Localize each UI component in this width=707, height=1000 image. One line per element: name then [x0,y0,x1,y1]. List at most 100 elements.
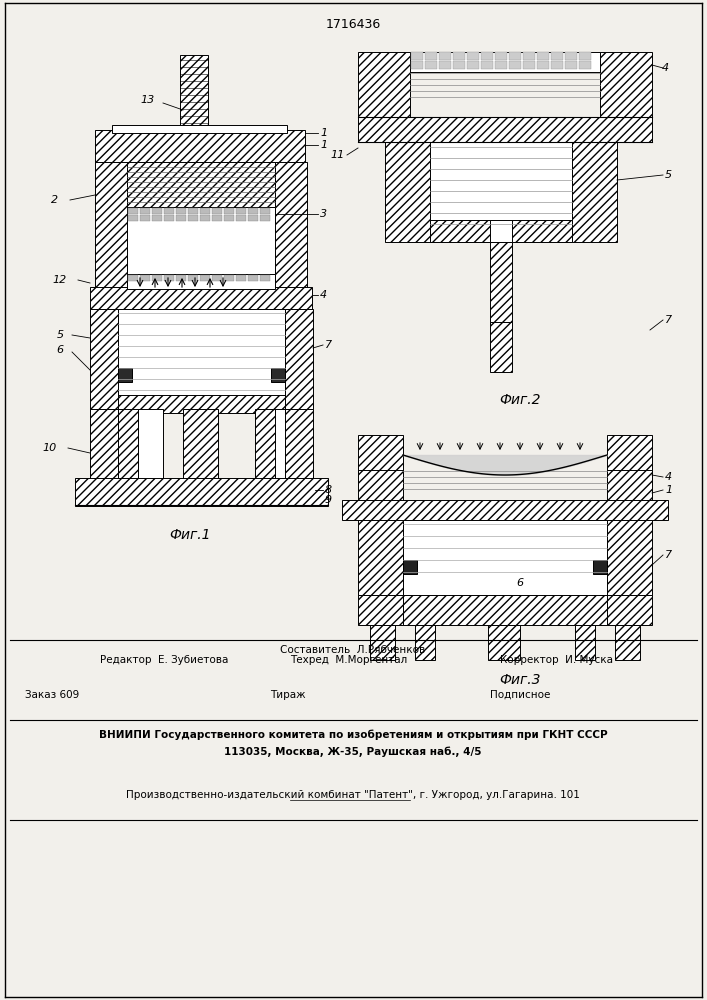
Bar [410,52,600,72]
Bar [509,61,521,69]
Text: 1716436: 1716436 [325,18,380,31]
Bar [285,409,313,479]
Text: Заказ 609: Заказ 609 [25,690,79,700]
Text: 5: 5 [57,330,64,340]
Text: 1: 1 [320,140,327,150]
Bar [212,275,222,281]
Bar [430,142,572,242]
Bar [565,61,577,69]
Bar [512,220,572,242]
Bar [430,220,572,242]
Bar [200,275,210,281]
Bar [537,61,549,69]
Bar [593,560,607,574]
Text: Фиг.3: Фиг.3 [499,673,541,687]
Bar [140,215,150,221]
Bar [600,52,652,117]
Text: Подписное: Подписное [490,690,550,700]
Bar [118,395,285,413]
Bar [490,322,512,372]
Bar [285,309,313,409]
Text: 7: 7 [665,315,672,325]
Bar [358,595,403,625]
Bar [411,61,423,69]
Text: 4: 4 [662,63,669,73]
Bar [495,52,507,60]
Text: Фиг.2: Фиг.2 [499,393,541,407]
Bar [152,275,162,281]
Bar [152,208,162,214]
Bar [128,215,138,221]
Bar [385,142,430,242]
Text: 12: 12 [53,275,67,285]
Bar [248,208,258,214]
Bar [188,275,198,281]
Bar [90,309,118,409]
Bar [370,625,395,660]
Bar [224,275,234,281]
Bar [275,409,285,479]
Bar [127,207,275,287]
Bar [224,208,234,214]
Bar [358,117,652,142]
Bar [575,625,595,660]
Bar [523,61,535,69]
Bar [607,435,652,485]
Text: ВНИИПИ Государственного комитета по изобретениям и открытиям при ГКНТ СССР: ВНИИПИ Государственного комитета по изоб… [99,730,607,740]
Bar [260,215,270,221]
Bar [551,61,563,69]
Text: 113035, Москва, Ж-35, Раушская наб., 4/5: 113035, Москва, Ж-35, Раушская наб., 4/5 [224,747,481,757]
Bar [607,520,652,595]
Bar [138,409,163,479]
Bar [236,215,246,221]
Bar [275,162,307,290]
Text: 13: 13 [141,95,155,105]
Bar [579,61,591,69]
Bar [128,208,138,214]
Bar [152,215,162,221]
Bar [212,215,222,221]
Bar [183,409,218,479]
Bar [453,61,465,69]
Bar [180,55,208,130]
Text: 7: 7 [665,550,672,560]
Bar [248,215,258,221]
Bar [188,215,198,221]
Bar [128,275,138,281]
Bar [236,275,246,281]
Bar [260,275,270,281]
Text: 1: 1 [320,128,327,138]
Bar [212,208,222,214]
Text: 2: 2 [52,195,59,205]
Text: 8: 8 [325,485,332,495]
Bar [467,61,479,69]
Bar [572,142,617,242]
Text: Корректор  И. Муска: Корректор И. Муска [500,655,613,665]
Bar [481,61,493,69]
Bar [439,52,451,60]
Bar [607,595,652,625]
Bar [523,52,535,60]
Bar [425,52,437,60]
Text: 4: 4 [320,290,327,300]
Bar [403,560,417,574]
Bar [358,520,403,595]
Bar [118,409,138,479]
Bar [188,208,198,214]
Bar [248,275,258,281]
Bar [112,125,287,133]
Bar [176,208,186,214]
Bar [260,208,270,214]
Bar [358,435,403,485]
Bar [176,215,186,221]
Bar [164,275,174,281]
Bar [453,52,465,60]
Bar [118,309,285,409]
Bar [537,52,549,60]
Bar [127,274,275,289]
Text: Техред  М.Моргентал: Техред М.Моргентал [290,655,407,665]
Bar [224,215,234,221]
Text: 7: 7 [325,340,332,350]
Bar [490,242,512,322]
Bar [565,52,577,60]
